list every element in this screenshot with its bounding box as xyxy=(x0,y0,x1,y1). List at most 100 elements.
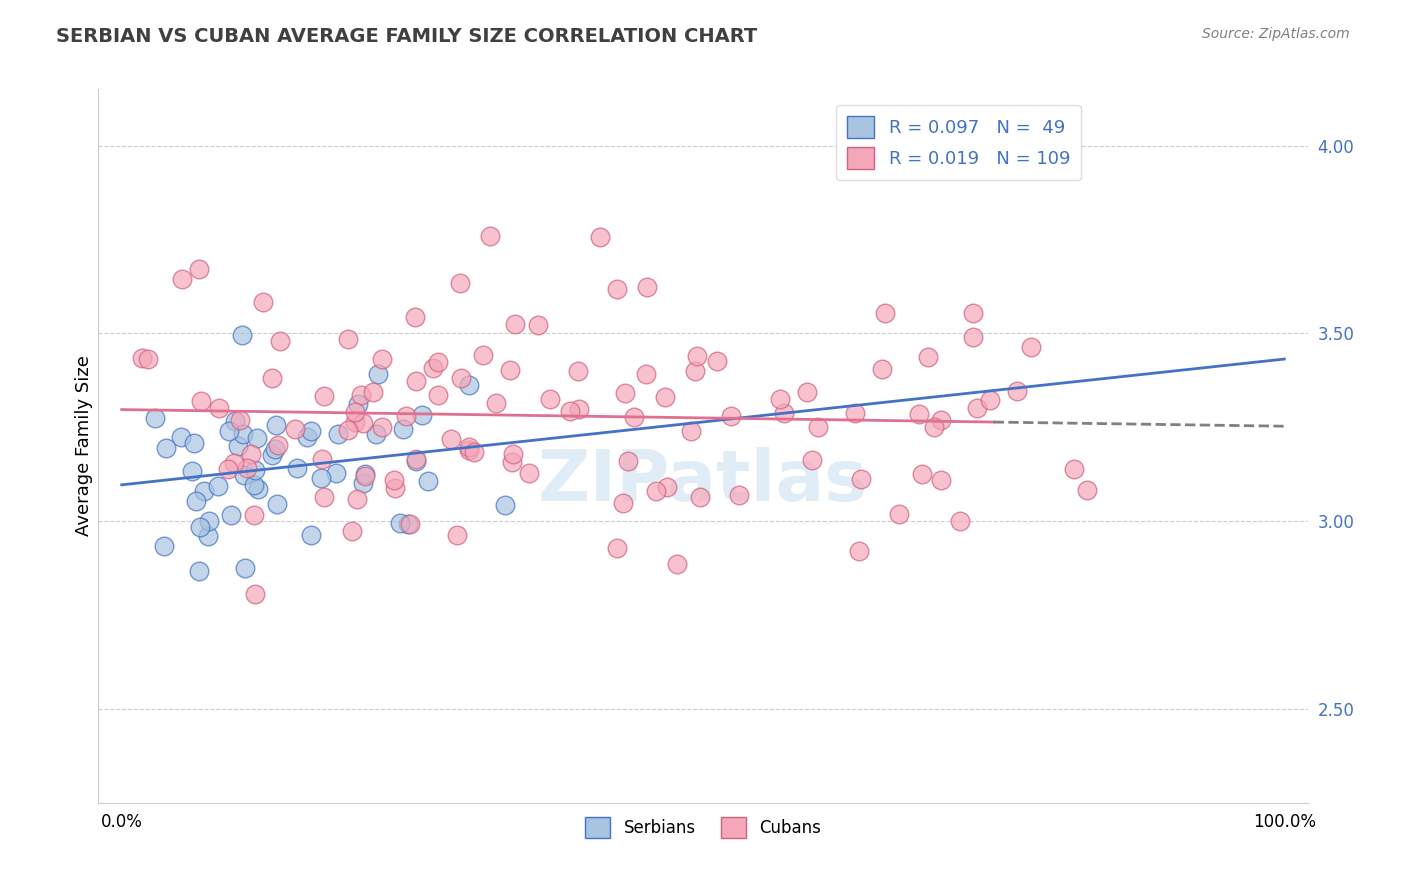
Point xyxy=(352,416,374,430)
Point xyxy=(1007,384,1029,398)
Point xyxy=(344,415,367,429)
Point xyxy=(131,351,153,365)
Point xyxy=(336,332,359,346)
Text: Source: ZipAtlas.com: Source: ZipAtlas.com xyxy=(1202,27,1350,41)
Point xyxy=(411,409,433,423)
Point xyxy=(848,543,870,558)
Point xyxy=(872,361,894,376)
Point xyxy=(346,492,368,507)
Point xyxy=(364,426,387,441)
Point xyxy=(501,455,523,469)
Point xyxy=(384,481,406,495)
Point xyxy=(143,410,166,425)
Point xyxy=(169,430,191,444)
Point xyxy=(720,409,742,424)
Point xyxy=(612,496,634,510)
Point xyxy=(246,482,269,496)
Point xyxy=(1019,340,1042,354)
Point xyxy=(197,529,219,543)
Point xyxy=(404,310,426,325)
Point xyxy=(226,439,249,453)
Point xyxy=(907,407,929,421)
Point xyxy=(246,431,269,445)
Point xyxy=(188,262,211,277)
Point xyxy=(773,406,796,420)
Point xyxy=(240,447,263,461)
Point xyxy=(472,348,495,362)
Point xyxy=(517,466,540,480)
Point xyxy=(929,413,952,427)
Point xyxy=(929,473,952,487)
Point xyxy=(645,484,668,499)
Point xyxy=(347,397,370,411)
Point xyxy=(231,426,253,441)
Text: ZIPatlas: ZIPatlas xyxy=(538,447,868,516)
Point xyxy=(396,517,419,532)
Point xyxy=(889,507,911,521)
Point xyxy=(494,498,516,512)
Point xyxy=(683,364,706,378)
Point xyxy=(446,528,468,542)
Point xyxy=(418,474,440,488)
Point xyxy=(479,229,502,244)
Point xyxy=(391,422,413,436)
Point xyxy=(314,490,336,504)
Point xyxy=(426,388,449,402)
Point xyxy=(405,454,427,468)
Point xyxy=(337,423,360,437)
Point xyxy=(917,351,939,365)
Point xyxy=(266,497,288,511)
Point xyxy=(657,480,679,494)
Point xyxy=(567,364,589,378)
Point xyxy=(266,417,288,432)
Point xyxy=(962,306,984,320)
Point xyxy=(458,442,481,457)
Point xyxy=(367,367,389,381)
Point xyxy=(728,488,751,502)
Point xyxy=(422,361,444,376)
Point xyxy=(264,442,287,457)
Point xyxy=(498,363,520,377)
Point xyxy=(458,378,481,392)
Point xyxy=(679,424,702,438)
Point xyxy=(260,371,283,385)
Point xyxy=(309,471,332,485)
Point xyxy=(503,317,526,331)
Point xyxy=(155,441,177,455)
Point xyxy=(382,473,405,487)
Point xyxy=(807,420,830,434)
Point xyxy=(623,409,645,424)
Point xyxy=(689,491,711,505)
Point xyxy=(440,432,463,446)
Point xyxy=(243,463,266,477)
Point xyxy=(245,586,267,600)
Point xyxy=(221,508,243,523)
Point xyxy=(922,419,945,434)
Point xyxy=(311,451,333,466)
Point xyxy=(636,367,658,381)
Point xyxy=(233,468,256,483)
Point xyxy=(217,462,239,476)
Point xyxy=(236,461,259,475)
Point xyxy=(636,280,658,294)
Point xyxy=(399,517,422,532)
Point xyxy=(231,327,253,342)
Point xyxy=(538,392,561,406)
Point xyxy=(1063,461,1085,475)
Point xyxy=(589,229,612,244)
Text: SERBIAN VS CUBAN AVERAGE FAMILY SIZE CORRELATION CHART: SERBIAN VS CUBAN AVERAGE FAMILY SIZE COR… xyxy=(56,27,758,45)
Point xyxy=(193,483,215,498)
Point xyxy=(208,401,231,415)
Point xyxy=(849,472,872,486)
Point xyxy=(222,456,245,470)
Point xyxy=(233,560,256,574)
Point xyxy=(350,388,373,402)
Y-axis label: Average Family Size: Average Family Size xyxy=(75,356,93,536)
Point xyxy=(370,420,392,434)
Point xyxy=(262,448,284,462)
Point xyxy=(325,466,347,480)
Point xyxy=(450,370,472,384)
Point xyxy=(654,390,676,404)
Point xyxy=(190,393,212,408)
Point xyxy=(568,402,591,417)
